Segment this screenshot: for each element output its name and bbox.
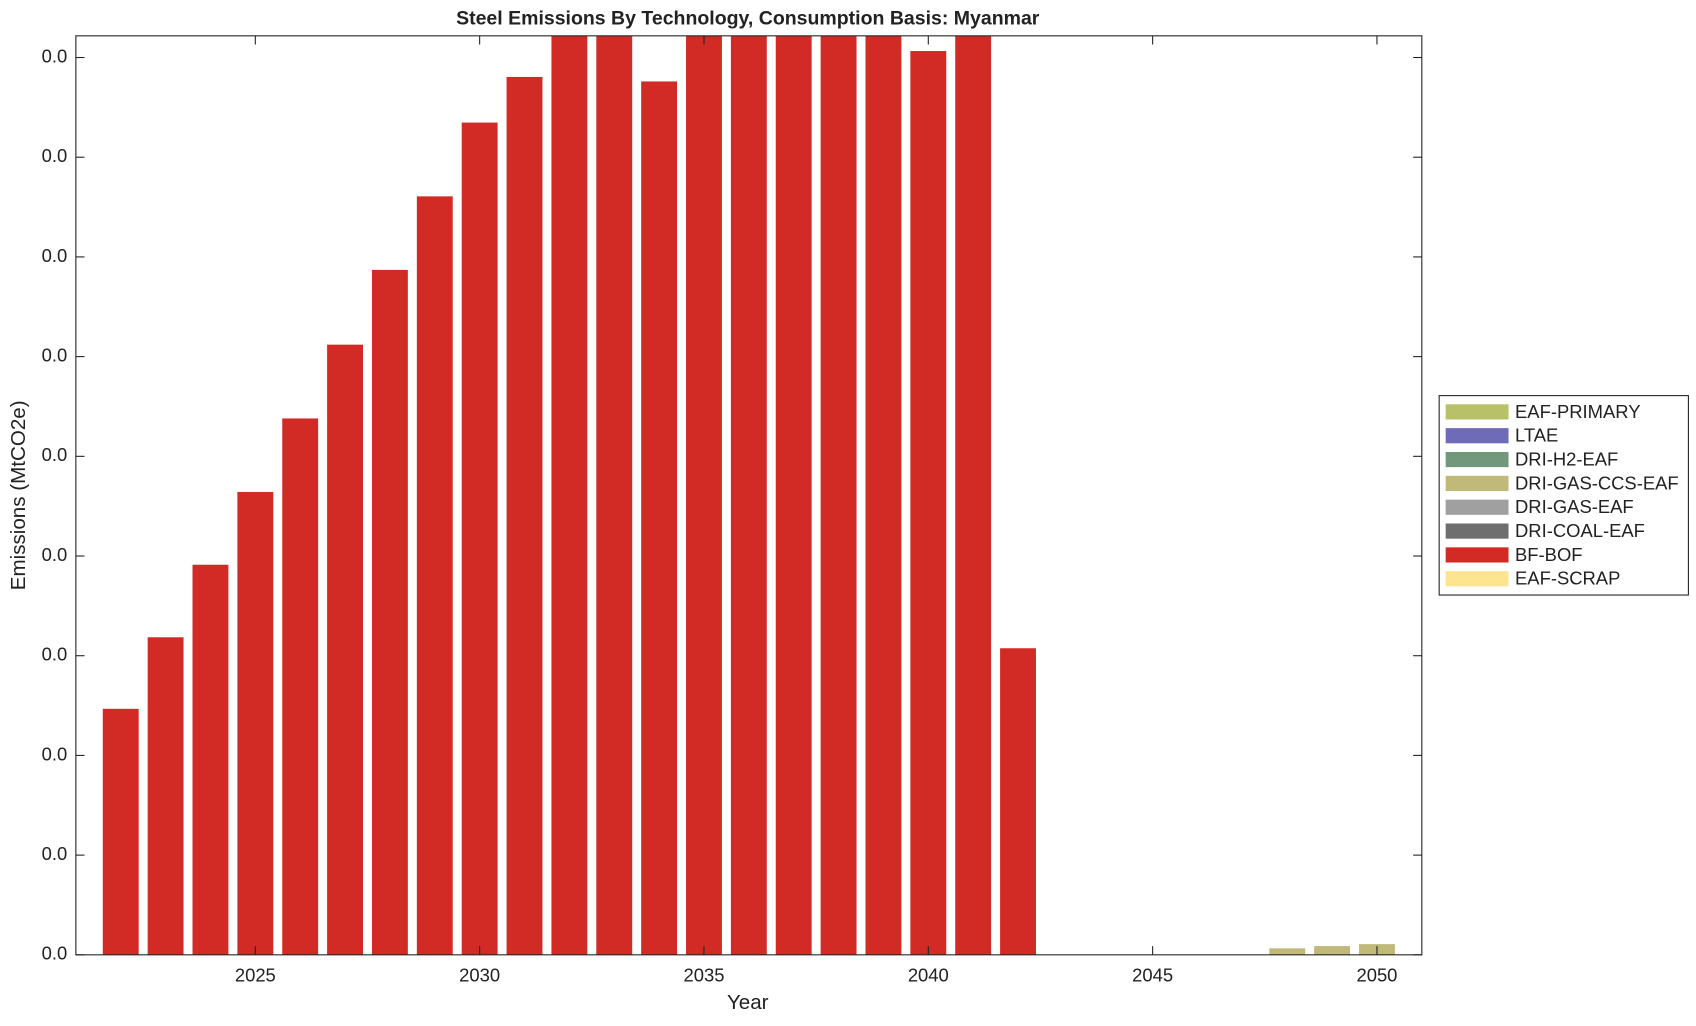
y-tick-label: 0.0 (42, 544, 68, 565)
y-tick-label: 0.0 (42, 644, 68, 665)
bar-segment (461, 122, 498, 955)
plot-frame (75, 35, 1423, 956)
bar-segment (910, 51, 947, 955)
bar-segment (641, 81, 678, 955)
legend-swatch (1445, 547, 1509, 563)
legend-swatch (1445, 499, 1509, 515)
bar-segment (1000, 648, 1036, 955)
x-tick-label: 2035 (683, 964, 724, 985)
bars (102, 35, 1395, 955)
x-tick-label: 2045 (1132, 964, 1173, 985)
legend-label: BF-BOF (1515, 544, 1583, 565)
y-tick-label: 0.0 (42, 145, 68, 166)
x-tick-label: 2040 (908, 964, 949, 985)
bar-segment (865, 35, 902, 955)
legend-label: DRI-GAS-EAF (1515, 496, 1634, 517)
y-tick-label: 0.0 (42, 444, 68, 465)
bar-segment (192, 564, 229, 955)
bar-segment (1314, 946, 1351, 955)
y-tick-label: 0.0 (42, 943, 68, 964)
bar-segment (237, 491, 274, 955)
legend-label: EAF-SCRAP (1515, 568, 1620, 589)
y-tick-label: 0.0 (42, 344, 68, 365)
legend-swatch (1445, 404, 1509, 420)
bar-segment (282, 418, 319, 955)
bar-segment (371, 269, 408, 955)
bar-segment (551, 35, 588, 955)
bar-segment (506, 76, 543, 955)
chart-title: Steel Emissions By Technology, Consumpti… (456, 8, 1040, 30)
x-axis-label: Year (727, 991, 769, 1014)
y-axis-label: Emissions (MtCO2e) (7, 400, 30, 590)
legend-swatch (1445, 523, 1509, 539)
bar-segment (686, 35, 722, 955)
y-tick-label: 0.0 (42, 843, 68, 864)
bar-segment (596, 35, 633, 955)
bar-segment (1269, 948, 1306, 955)
legend-swatch (1445, 451, 1509, 468)
bar-segment (820, 35, 857, 955)
legend-swatch (1445, 475, 1509, 491)
bar-segment (327, 344, 363, 955)
bar-segment (102, 708, 139, 955)
legend-label: DRI-H2-EAF (1515, 449, 1618, 470)
x-tick-label: 2025 (235, 964, 276, 985)
y-tick-label: 0.0 (42, 245, 68, 266)
legend-label: LTAE (1515, 425, 1558, 446)
y-tick-label: 0.0 (42, 45, 68, 66)
legend-label: DRI-GAS-CCS-EAF (1515, 472, 1679, 493)
bar-segment (147, 637, 184, 955)
x-tick-label: 2050 (1356, 964, 1397, 985)
legend-swatch (1445, 428, 1509, 444)
bar-segment (955, 35, 992, 955)
y-tick-label: 0.0 (42, 743, 68, 764)
x-tick-label: 2030 (459, 964, 500, 985)
legend-swatch (1445, 571, 1509, 587)
bar-segment (730, 35, 767, 955)
legend-label: EAF-PRIMARY (1515, 401, 1640, 422)
bar-segment (775, 35, 812, 955)
bar-segment (416, 196, 453, 955)
legend-label: DRI-COAL-EAF (1515, 520, 1645, 541)
